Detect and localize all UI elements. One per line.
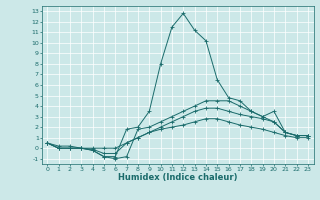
X-axis label: Humidex (Indice chaleur): Humidex (Indice chaleur) <box>118 173 237 182</box>
